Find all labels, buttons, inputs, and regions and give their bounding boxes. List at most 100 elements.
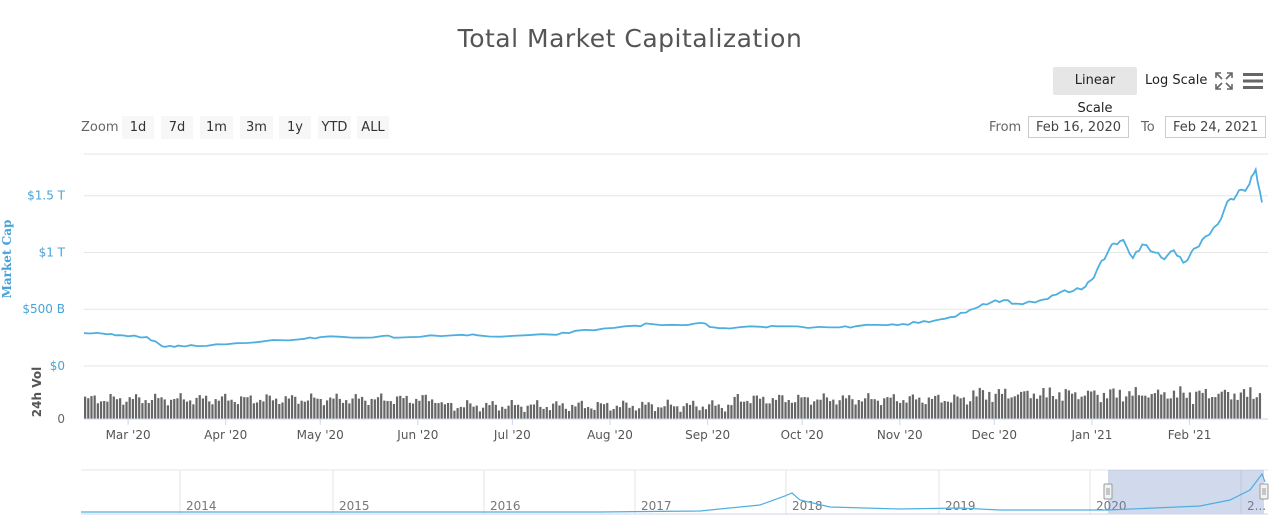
y-tick-label: $1 T <box>39 245 66 259</box>
volume-bar <box>641 401 644 419</box>
y-tick-label: $500 B <box>22 302 65 316</box>
volume-bar <box>943 401 946 419</box>
volume-bar <box>265 394 268 419</box>
volume-bar <box>1137 395 1141 419</box>
fullscreen-icon[interactable] <box>1213 70 1235 92</box>
volume-bar <box>513 405 517 419</box>
volume-bar <box>109 394 112 419</box>
volume-bar <box>1176 397 1179 419</box>
volume-bar <box>924 404 927 419</box>
volume-bar <box>488 405 491 419</box>
volume-bar <box>405 395 408 419</box>
y-axis: $0 $500 B $1 T $1.5 T 0 <box>22 189 65 426</box>
from-label: From <box>989 120 1022 135</box>
volume-bar <box>179 393 182 419</box>
volume-bar <box>590 408 593 419</box>
volume-bar <box>778 394 781 419</box>
volume-bar <box>185 401 189 419</box>
volume-bar <box>134 394 138 419</box>
volume-bar <box>774 399 778 419</box>
volume-bar <box>663 406 666 419</box>
volume-bar <box>793 402 797 419</box>
from-date-input[interactable]: Feb 16, 2020 <box>1028 116 1129 138</box>
volume-bar <box>106 401 109 419</box>
volume-bar <box>201 398 205 419</box>
volume-bar <box>838 400 841 419</box>
navigator-year-label: 2017 <box>641 499 672 513</box>
navigator-handle[interactable] <box>1103 483 1113 500</box>
volume-bar <box>1105 398 1109 419</box>
volume-bar <box>1185 397 1188 419</box>
volume-bar <box>571 404 574 419</box>
volume-bar <box>679 411 682 419</box>
volume-bar <box>411 403 415 419</box>
volume-bar <box>618 407 622 419</box>
volume-bar <box>704 409 708 419</box>
volume-bar <box>1201 392 1204 419</box>
zoom-1m-button[interactable]: 1m <box>200 116 233 139</box>
volume-bar <box>1166 398 1169 419</box>
volume-bar <box>217 400 220 419</box>
volume-bar <box>899 402 902 419</box>
volume-bar <box>829 401 832 419</box>
volume-bar <box>596 402 599 419</box>
volume-bar <box>1198 390 1201 419</box>
volume-bar <box>332 398 335 419</box>
volume-bar <box>873 399 876 419</box>
to-date-input[interactable]: Feb 24, 2021 <box>1165 116 1266 138</box>
x-tick-label: May '20 <box>297 428 344 442</box>
zoom-1d-button[interactable]: 1d <box>122 116 154 139</box>
volume-bar <box>233 402 236 419</box>
zoom-ytd-button[interactable]: YTD <box>318 116 351 139</box>
log-scale-button[interactable]: Log Scale <box>1145 73 1208 88</box>
volume-bar <box>787 400 790 419</box>
to-label: To <box>1141 120 1155 135</box>
volume-bar <box>510 400 513 419</box>
volume-bar <box>481 407 485 419</box>
volume-bar <box>1096 394 1099 419</box>
volume-bar <box>876 400 879 419</box>
linear-scale-button[interactable]: Linear Scale <box>1053 67 1137 116</box>
volume-bar <box>682 406 685 419</box>
chart-title: Total Market Capitalization <box>457 24 803 53</box>
volume-bar <box>198 395 201 419</box>
volume-bar <box>1147 397 1150 419</box>
volume-bar <box>1058 392 1061 419</box>
volume-bar <box>147 403 150 419</box>
volume-bar <box>1032 393 1035 419</box>
volume-bar <box>908 396 911 419</box>
volume-bar <box>1214 397 1217 419</box>
zoom-all-button[interactable]: ALL <box>357 116 389 139</box>
zoom-1y-button[interactable]: 1y <box>279 116 311 139</box>
volume-bar <box>389 401 392 419</box>
volume-bar <box>934 395 937 419</box>
volume-bar <box>252 403 255 419</box>
navigator-handle-grip[interactable] <box>1103 483 1113 500</box>
menu-icon[interactable] <box>1242 70 1264 92</box>
navigator-handle-grip[interactable] <box>1259 483 1269 500</box>
volume-bar <box>418 400 421 419</box>
volume-bar <box>443 404 446 419</box>
volume-bar <box>211 404 214 419</box>
volume-bar <box>1093 390 1096 419</box>
volume-bar <box>609 410 612 419</box>
volume-bar <box>208 401 211 419</box>
volume-bar <box>593 409 596 419</box>
volume-bar <box>1195 391 1198 419</box>
x-tick-label: Aug '20 <box>587 428 633 442</box>
volume-bar <box>841 395 844 419</box>
volume-bar <box>669 404 673 419</box>
volume-bar <box>243 397 246 419</box>
volume-bar <box>1182 392 1185 419</box>
volume-bar <box>965 404 969 419</box>
volume-bar <box>373 399 376 419</box>
volume-bar <box>154 393 157 419</box>
volume-bar <box>427 401 431 419</box>
volume-bar <box>485 402 488 419</box>
navigator-handle[interactable] <box>1259 483 1269 500</box>
navigator-selection[interactable] <box>1108 470 1264 514</box>
volume-axis-title: 24h Vol <box>30 367 44 417</box>
zoom-3m-button[interactable]: 3m <box>240 116 273 139</box>
volume-bar <box>1042 388 1045 419</box>
zoom-7d-button[interactable]: 7d <box>161 116 193 139</box>
